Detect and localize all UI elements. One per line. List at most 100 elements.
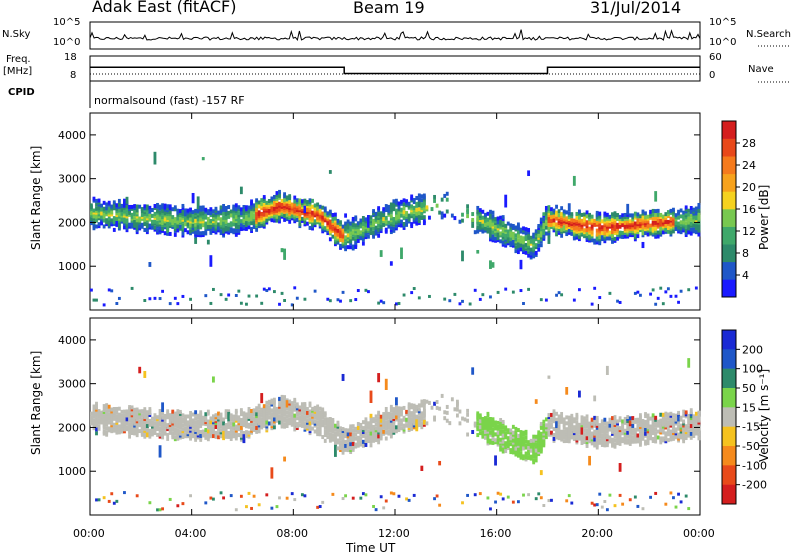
data-cell: [527, 253, 531, 258]
data-cell: [247, 407, 251, 412]
data-cell: [659, 212, 663, 217]
data-cell: [323, 206, 327, 211]
data-cell: [278, 215, 281, 220]
data-cell: [239, 433, 243, 438]
data-cell: [524, 227, 528, 232]
data-cell: [547, 430, 551, 435]
data-cell: [567, 415, 571, 420]
noise-cell: [626, 203, 630, 215]
data-cell: [489, 219, 492, 224]
data-cell: [356, 238, 360, 243]
data-cell: [222, 425, 226, 430]
data-cell: [168, 421, 172, 426]
noise-cell: [219, 491, 223, 495]
data-cell: [194, 208, 198, 213]
noise-cell: [189, 297, 192, 301]
data-cell: [270, 398, 274, 403]
data-cell: [644, 412, 647, 417]
data-cell: [489, 227, 492, 232]
data-cell: [95, 427, 98, 432]
data-cell: [334, 431, 337, 436]
data-cell: [593, 437, 597, 442]
data-cell: [255, 406, 259, 411]
data-cell: [166, 204, 170, 209]
noise-cell: [405, 497, 409, 501]
x-axis-title: Time UT: [345, 541, 396, 554]
data-cell: [369, 413, 373, 418]
data-cell: [687, 429, 691, 434]
data-cell: [336, 218, 340, 223]
data-cell: [163, 421, 167, 426]
data-cell: [476, 215, 480, 220]
freq-tick-top: 18: [64, 52, 77, 63]
data-cell: [247, 430, 251, 435]
data-cell: [311, 426, 314, 431]
data-cell: [687, 226, 691, 231]
data-cell: [605, 441, 609, 446]
noise-cell: [438, 503, 442, 507]
data-cell: [140, 212, 144, 217]
noise-cell: [534, 399, 538, 404]
data-cell: [349, 442, 353, 447]
data-cell: [560, 206, 564, 211]
data-cell: [161, 415, 165, 420]
data-cell: [697, 436, 701, 441]
data-cell: [456, 407, 459, 412]
data-cell: [494, 224, 497, 229]
data-cell: [204, 221, 208, 226]
freq-line: [90, 66, 700, 75]
data-cell: [156, 421, 159, 426]
data-cell: [445, 410, 449, 415]
noise-cell: [567, 494, 571, 498]
data-cell: [481, 215, 485, 220]
data-cell: [110, 210, 114, 215]
freq-tick-bottom: 8: [70, 70, 77, 81]
data-cell: [616, 222, 619, 227]
data-cell: [631, 427, 635, 432]
noise-cell: [656, 296, 660, 300]
noise-cell: [578, 288, 581, 292]
data-cell: [229, 209, 233, 214]
data-cell: [344, 428, 348, 433]
data-cell: [659, 218, 663, 223]
data-cell: [529, 438, 533, 443]
data-cell: [623, 428, 627, 433]
data-cell: [163, 431, 167, 436]
data-cell: [112, 422, 116, 427]
noise-cell: [677, 492, 680, 496]
data-cell: [689, 427, 693, 432]
data-cell: [654, 431, 658, 436]
data-cell: [578, 235, 581, 240]
data-cell: [311, 216, 314, 221]
data-cell: [537, 243, 541, 248]
data-cell: [514, 237, 518, 242]
noise-cell: [334, 444, 337, 457]
data-cell: [689, 221, 693, 226]
data-cell: [250, 211, 253, 216]
data-cell: [374, 211, 378, 216]
data-cell: [524, 435, 528, 440]
data-cell: [97, 222, 101, 227]
data-cell: [186, 214, 190, 219]
data-cell: [138, 216, 142, 221]
data-cell: [544, 231, 548, 236]
cpid-text: normalsound (fast) -157 RF: [94, 94, 245, 107]
data-cell: [534, 434, 538, 439]
data-cell: [555, 222, 558, 227]
data-cell: [280, 422, 284, 427]
data-cell: [232, 414, 236, 419]
data-cell: [148, 205, 152, 210]
noise-cell: [267, 287, 271, 291]
data-cell: [550, 412, 553, 417]
data-cell: [359, 230, 363, 235]
data-cell: [267, 399, 271, 404]
colorbar-segment: [722, 244, 736, 263]
data-cell: [102, 413, 106, 418]
data-cell: [672, 417, 675, 422]
data-cell: [534, 452, 538, 457]
data-cell: [649, 231, 653, 236]
data-cell: [679, 208, 683, 213]
data-cell: [331, 226, 335, 231]
data-cell: [163, 413, 167, 418]
